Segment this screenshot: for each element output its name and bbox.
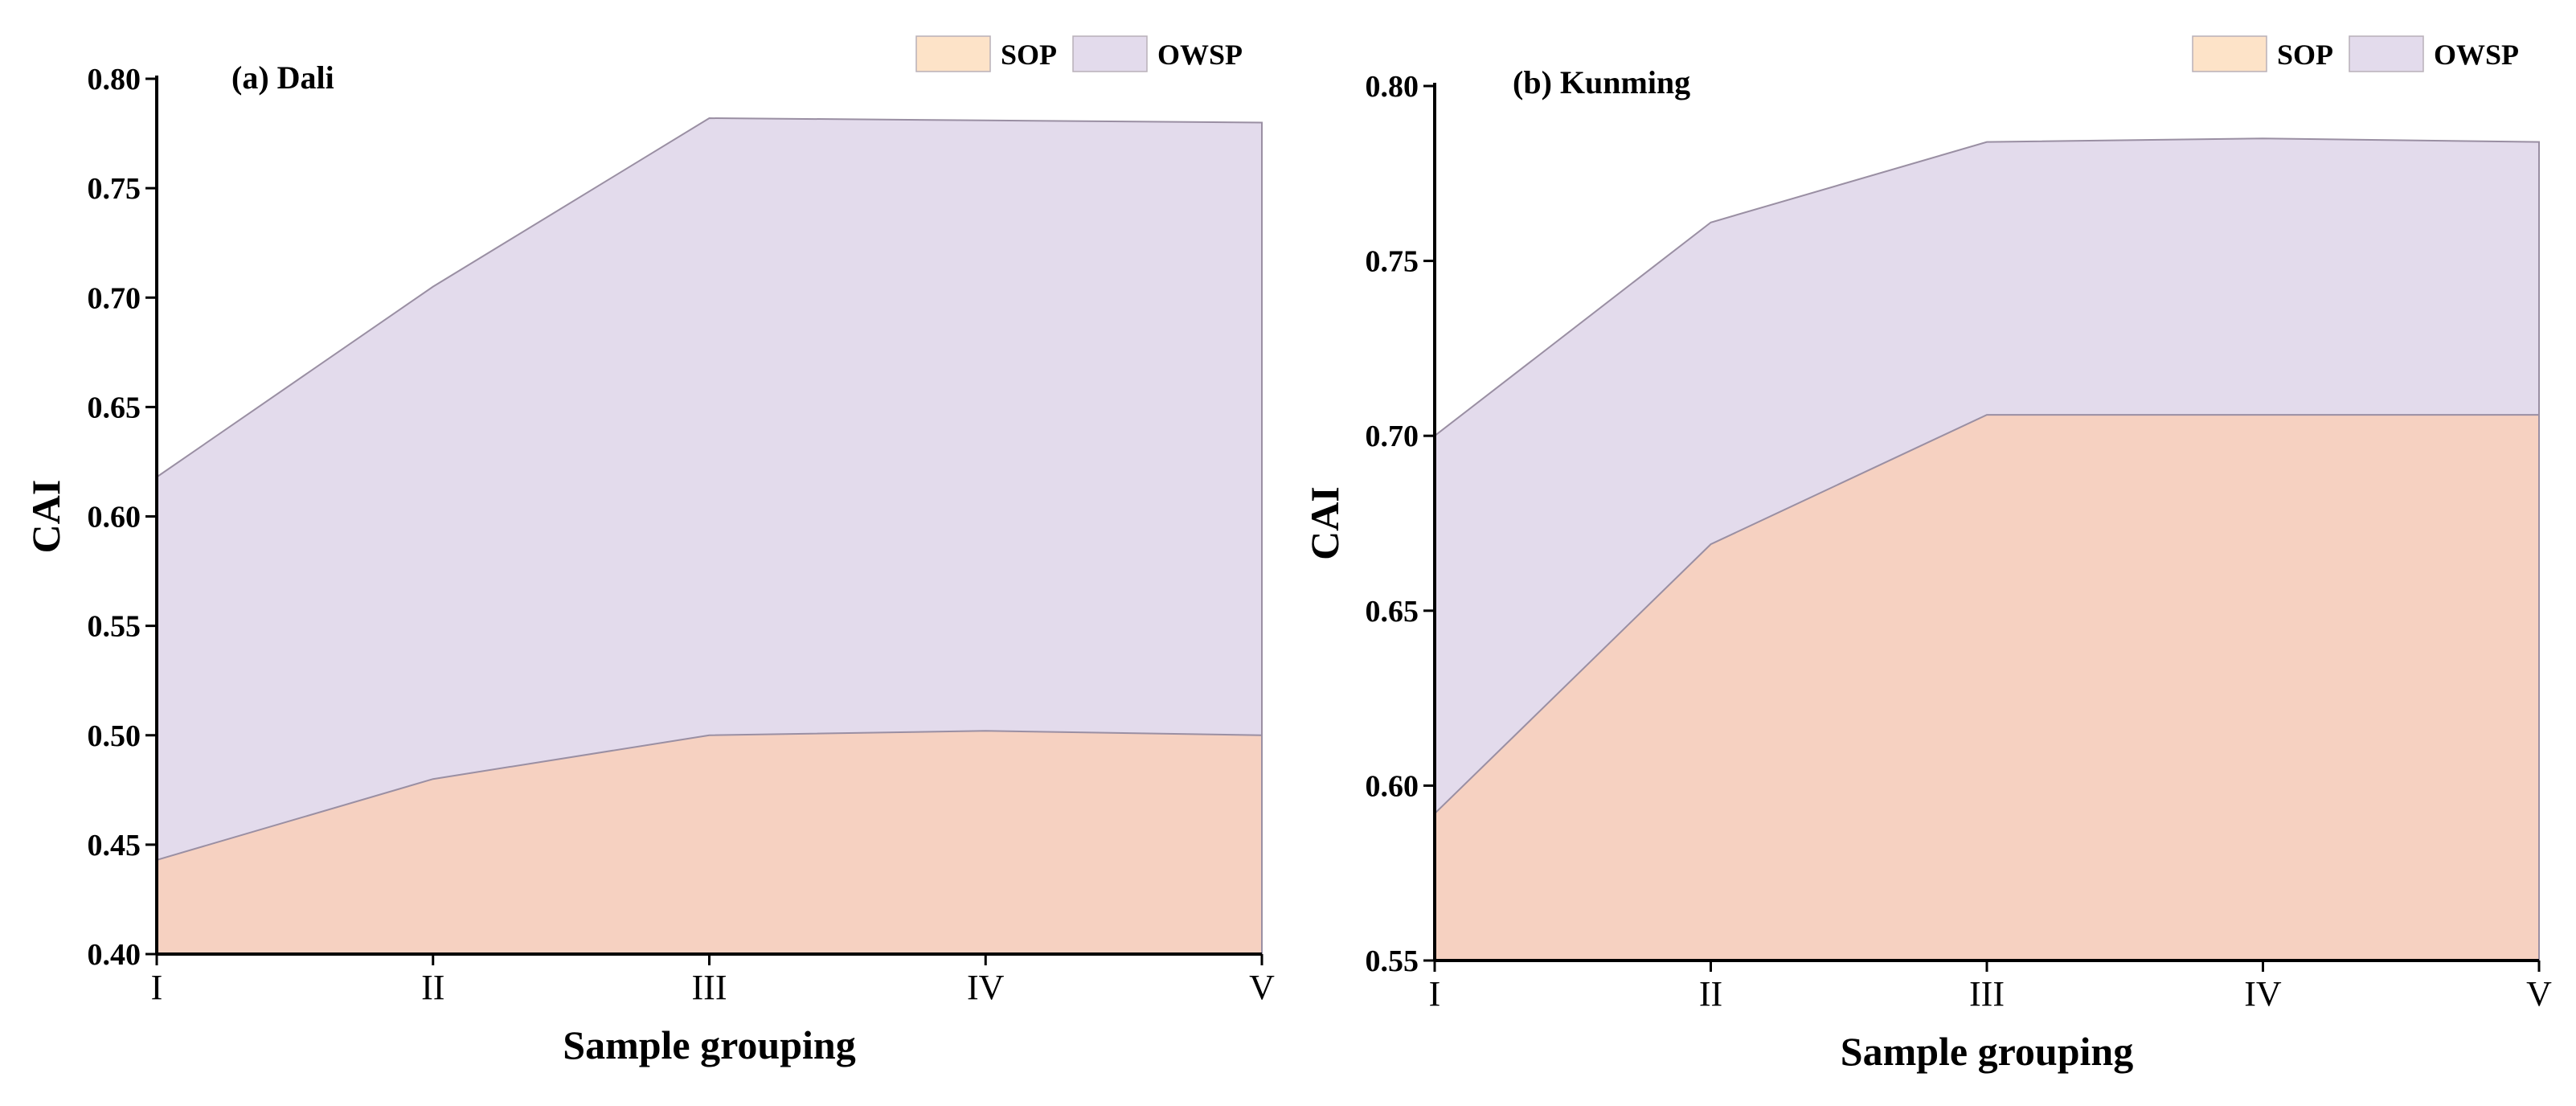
y-tick-label: 0.40 bbox=[88, 938, 141, 972]
area-sop bbox=[157, 731, 1262, 954]
x-tick-label: IV bbox=[967, 968, 1005, 1007]
legend-swatch-owsp bbox=[2349, 35, 2424, 72]
x-tick-label: V bbox=[1249, 968, 1275, 1007]
legend: SOP OWSP bbox=[2192, 35, 2519, 72]
area-sop bbox=[1435, 415, 2539, 961]
y-tick-label: 0.55 bbox=[1366, 944, 1419, 978]
legend-label-sop: SOP bbox=[1001, 39, 1057, 71]
chart-panel-1: 0.400.450.500.550.600.650.700.750.80I II I… bbox=[23, 35, 1275, 1067]
series-line-owsp bbox=[1434, 137, 2540, 961]
series-line-sop bbox=[156, 730, 1263, 954]
legend-label-owsp: OWSP bbox=[2434, 39, 2519, 71]
chart-title: (a) Dali bbox=[231, 59, 334, 96]
series-line-owsp bbox=[156, 117, 1263, 954]
y-tick-label: 0.80 bbox=[1366, 70, 1419, 104]
y-tick-label: 0.75 bbox=[88, 172, 141, 206]
y-tick-label: 0.65 bbox=[88, 391, 141, 424]
x-tick-label: III bbox=[1969, 974, 2005, 1014]
y-tick-label: 0.75 bbox=[1366, 245, 1419, 279]
legend-swatch-owsp bbox=[1072, 35, 1148, 72]
y-tick-label: 0.45 bbox=[88, 829, 141, 862]
x-tick-label: II bbox=[421, 968, 444, 1007]
x-tick-label: II bbox=[1699, 974, 1722, 1014]
x-axis-label: Sample grouping bbox=[563, 1022, 855, 1067]
x-axis-label: Sample grouping bbox=[1841, 1029, 2133, 1074]
x-tick-label: III bbox=[692, 968, 727, 1007]
chart-panel-2: 0.550.600.650.700.750.80I II III IV VSample … bbox=[1302, 35, 2552, 1074]
y-tick-label: 0.60 bbox=[1366, 769, 1419, 803]
legend-label-sop: SOP bbox=[2277, 39, 2333, 71]
y-tick-label: 0.80 bbox=[88, 63, 141, 96]
legend-label-owsp: OWSP bbox=[1157, 39, 1243, 71]
y-tick-label: 0.70 bbox=[88, 281, 141, 315]
y-tick-label: 0.60 bbox=[88, 501, 141, 535]
y-tick-label: 0.70 bbox=[1366, 420, 1419, 453]
y-axis-label: CAI bbox=[1302, 486, 1347, 560]
x-tick-label: IV bbox=[2244, 974, 2282, 1014]
series-line-sop bbox=[1434, 414, 2540, 961]
y-tick-label: 0.65 bbox=[1366, 595, 1419, 629]
legend-swatch-sop bbox=[2192, 35, 2267, 72]
chart-title: (b) Kunming bbox=[1513, 64, 1690, 100]
y-tick-label: 0.50 bbox=[88, 719, 141, 753]
legend-swatch-sop bbox=[915, 35, 991, 72]
y-axis-label: CAI bbox=[23, 480, 68, 554]
x-tick-label: I bbox=[1429, 974, 1441, 1014]
y-tick-label: 0.55 bbox=[88, 610, 141, 644]
legend: SOP OWSP bbox=[915, 35, 1243, 72]
x-tick-label: I bbox=[151, 968, 163, 1007]
x-tick-label: V bbox=[2526, 974, 2552, 1014]
